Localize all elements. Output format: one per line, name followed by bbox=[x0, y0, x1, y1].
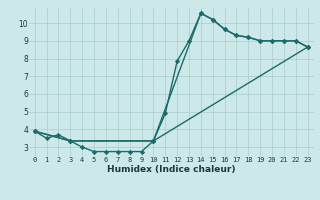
X-axis label: Humidex (Indice chaleur): Humidex (Indice chaleur) bbox=[107, 165, 236, 174]
